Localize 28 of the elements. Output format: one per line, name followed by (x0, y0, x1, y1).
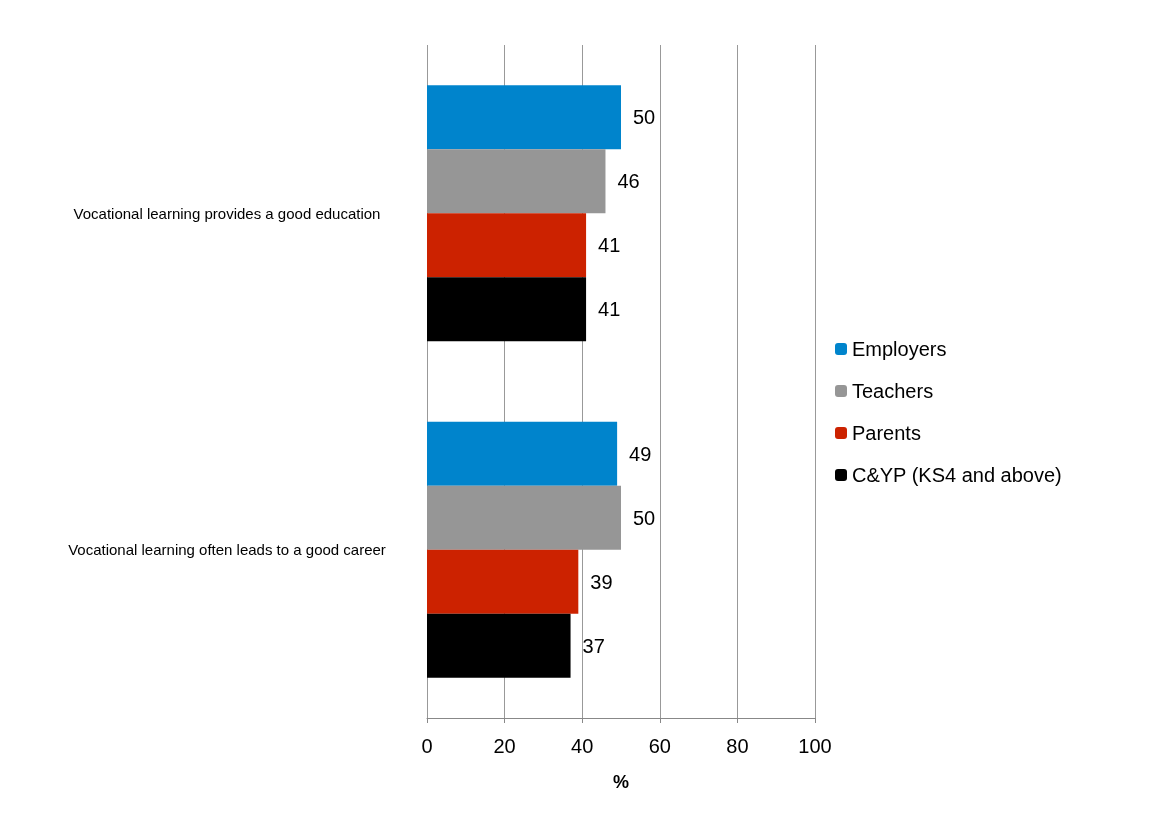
data-label: 50 (633, 106, 656, 129)
legend-label: Teachers (852, 380, 934, 402)
legend-label: Employers (852, 338, 947, 360)
x-tick-label: 100 (798, 735, 832, 757)
legend-label: Parents (852, 422, 921, 444)
data-label: 41 (598, 298, 621, 321)
bar (427, 213, 587, 278)
bar (427, 149, 606, 214)
bar (427, 421, 618, 486)
bar (427, 549, 579, 614)
y-tick-label: Vocational learning provides a good education (73, 204, 381, 222)
data-label: 41 (598, 234, 621, 257)
x-tick-label: 60 (648, 735, 671, 757)
x-tick-label: 80 (726, 735, 749, 757)
y-tick-label: Vocational learning often leads to a good career (68, 541, 386, 559)
x-tick-label: 40 (571, 735, 594, 757)
x-tick-label: 20 (493, 735, 516, 757)
x-tick-label: 0 (421, 735, 433, 757)
legend-label: C&YP (KS4 and above) (852, 464, 1062, 486)
x-axis-title: % (612, 772, 630, 792)
data-label: 37 (582, 634, 605, 657)
data-label: 50 (633, 506, 656, 529)
bar (427, 277, 587, 342)
bar (427, 85, 621, 150)
data-label: 49 (629, 442, 652, 465)
data-label: 46 (617, 170, 640, 193)
bar (427, 613, 571, 678)
data-label: 39 (590, 570, 613, 593)
